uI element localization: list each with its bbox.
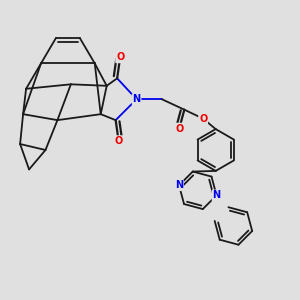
Text: O: O (115, 136, 123, 146)
Text: O: O (116, 52, 124, 62)
Text: O: O (199, 114, 207, 124)
Text: N: N (212, 190, 220, 200)
Text: N: N (133, 94, 141, 104)
Text: O: O (175, 124, 183, 134)
Text: N: N (175, 180, 183, 190)
